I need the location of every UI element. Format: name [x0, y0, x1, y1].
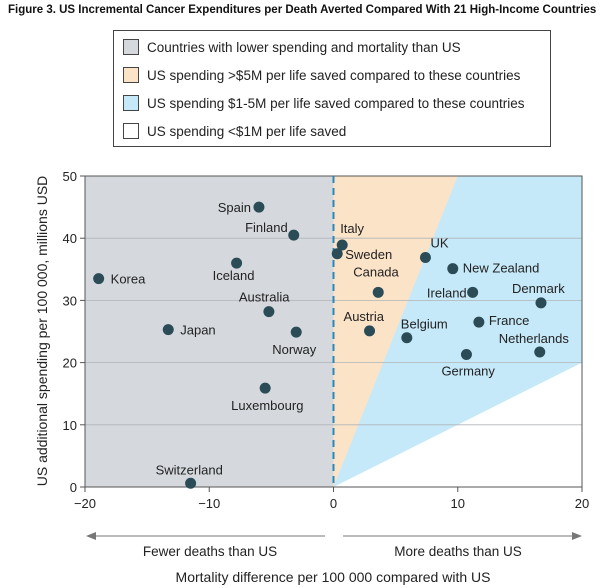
data-points: Korea Spain Finland Iceland Australia Japan No… — [93, 200, 569, 489]
data-point — [253, 201, 265, 213]
point-label: Iceland — [213, 268, 255, 283]
data-point — [467, 286, 479, 298]
point-label: Spain — [218, 200, 251, 215]
point-label: UK — [430, 235, 448, 250]
data-point — [290, 326, 302, 338]
legend-swatch — [123, 67, 139, 83]
right-arrowhead — [572, 532, 582, 540]
left-arrowhead — [86, 532, 96, 540]
point-label: Belgium — [401, 317, 448, 332]
legend-item-under-1m: US spending <$1M per life saved — [123, 123, 346, 139]
point-label: Norway — [272, 342, 317, 357]
legend-item-lower-spending: Countries with lower spending and mortal… — [123, 39, 461, 55]
legend-item-1-5m: US spending $1-5M per life saved compare… — [123, 95, 524, 111]
data-point — [331, 248, 343, 260]
data-point — [473, 316, 485, 328]
data-point — [460, 349, 472, 361]
point-label: Austria — [344, 309, 385, 324]
data-point — [447, 263, 459, 275]
data-point — [419, 251, 431, 263]
data-point — [162, 324, 174, 336]
y-tick-label: 0 — [70, 480, 77, 495]
legend-swatch — [123, 123, 139, 139]
data-point — [231, 257, 243, 269]
x-tick-label: −10 — [198, 496, 220, 511]
point-label: Netherlands — [499, 331, 570, 346]
y-tick-label: 40 — [63, 231, 77, 246]
x-tick-label: 10 — [451, 496, 465, 511]
x-tick-label: −20 — [74, 496, 96, 511]
data-point — [288, 229, 300, 241]
figure-title: Figure 3. US Incremental Cancer Expendit… — [8, 4, 597, 16]
point-label: Australia — [239, 290, 290, 305]
data-point — [263, 306, 275, 318]
point-label: Germany — [441, 364, 495, 379]
data-point — [259, 382, 271, 394]
right-note-label: More deaths than US — [394, 544, 522, 559]
point-label: Sweden — [345, 247, 392, 262]
axis-arrows — [86, 532, 582, 540]
legend-label: US spending $1-5M per life saved compare… — [147, 95, 525, 111]
data-point — [535, 297, 547, 309]
data-point — [372, 286, 384, 298]
x-axis-ticks: −20 −10 0 10 20 — [74, 487, 589, 511]
y-tick-label: 10 — [63, 418, 77, 433]
point-label: Canada — [353, 264, 399, 279]
legend-swatch — [123, 95, 139, 111]
data-point — [185, 477, 197, 489]
y-tick-label: 50 — [63, 169, 77, 184]
data-point — [401, 332, 413, 344]
x-tick-label: 20 — [575, 496, 589, 511]
data-point — [336, 239, 348, 251]
legend-swatch — [123, 39, 139, 55]
point-label: Switzerland — [156, 462, 223, 477]
point-label: New Zealand — [463, 261, 540, 276]
point-label: Italy — [340, 221, 364, 236]
y-axis-title: US additional spending per 100 000, mill… — [34, 176, 50, 487]
data-point — [534, 346, 546, 358]
y-axis-ticks: 0 10 20 30 40 50 — [63, 169, 85, 495]
point-label: Luxembourg — [231, 398, 303, 413]
legend: Countries with lower spending and mortal… — [113, 30, 551, 147]
legend-item-over-5m: US spending >$5M per life saved compared… — [123, 67, 520, 83]
point-label: Denmark — [512, 281, 565, 296]
point-label: France — [489, 313, 529, 328]
legend-label: US spending <$1M per life saved — [147, 123, 347, 139]
x-tick-label: 0 — [330, 496, 337, 511]
legend-label: Countries with lower spending and mortal… — [147, 39, 461, 55]
point-label: Japan — [180, 323, 215, 338]
y-tick-label: 20 — [63, 356, 77, 371]
x-axis-title: Mortality difference per 100 000 compare… — [176, 569, 491, 585]
legend-label: US spending >$5M per life saved compared… — [147, 67, 521, 83]
y-tick-label: 30 — [63, 293, 77, 308]
point-label: Ireland — [427, 285, 467, 300]
left-note-label: Fewer deaths than US — [143, 544, 277, 559]
region-over-5m — [333, 176, 458, 487]
data-point — [364, 325, 376, 337]
point-label: Korea — [111, 272, 146, 287]
data-point — [93, 273, 105, 285]
point-label: Finland — [245, 220, 288, 235]
